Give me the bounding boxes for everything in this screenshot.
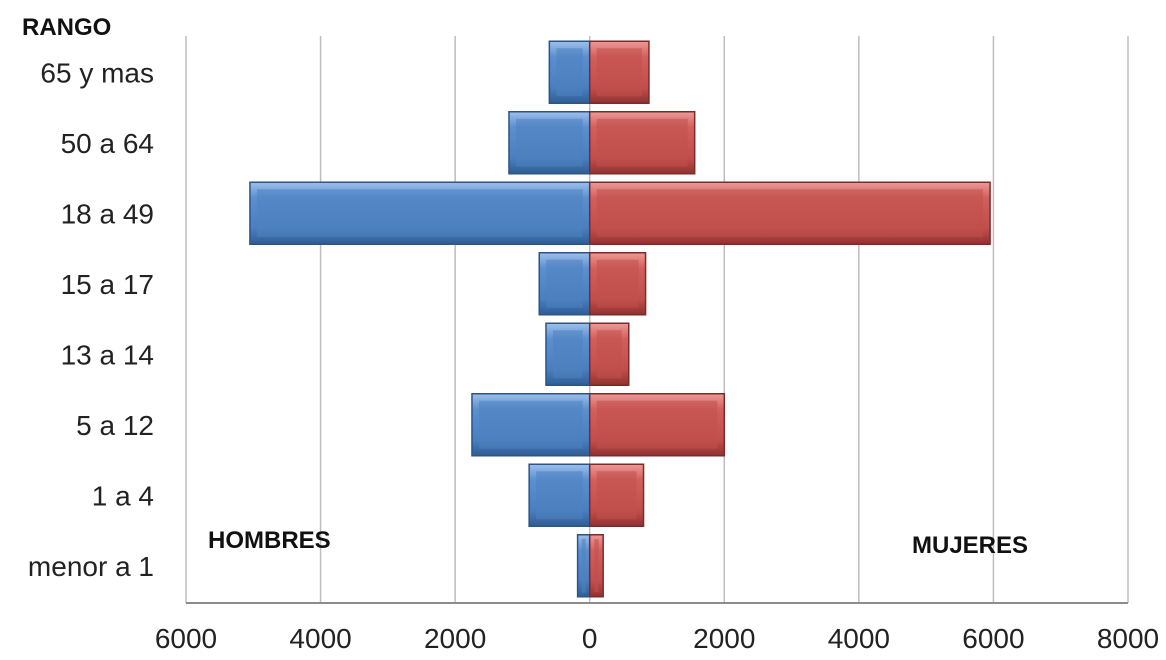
x-tick-label: 0 xyxy=(582,623,598,654)
x-tick-label: 2000 xyxy=(693,623,755,654)
category-label: 18 a 49 xyxy=(61,198,154,229)
category-header: RANGO xyxy=(22,14,111,41)
bar-mujeres-1 xyxy=(588,463,645,527)
bar-hombres-3 xyxy=(545,322,591,386)
x-tick-label: 6000 xyxy=(962,623,1024,654)
bar-mujeres-5 xyxy=(588,181,991,245)
category-label: 15 a 17 xyxy=(61,269,154,300)
bar-hombres-6 xyxy=(508,111,591,175)
category-labels: menor a 1 1 a 4 5 a 12 13 a 14 15 a 17 18 a 4… xyxy=(28,57,154,582)
bar-mujeres-6 xyxy=(588,111,696,175)
annotation-hombres: HOMBRES xyxy=(208,527,331,554)
category-label: 65 y mas xyxy=(40,57,154,88)
x-tick-label: 4000 xyxy=(828,623,890,654)
bar-hombres-2 xyxy=(471,393,591,457)
bar-hombres-5 xyxy=(249,181,591,245)
x-axis-tick-labels: 6000 4000 2000 0 2000 4000 6000 8000 xyxy=(155,623,1159,654)
bar-mujeres-4 xyxy=(588,252,647,316)
category-label: 50 a 64 xyxy=(61,128,154,159)
category-label: menor a 1 xyxy=(28,551,154,582)
bar-mujeres-2 xyxy=(588,393,726,457)
bar-hombres-7 xyxy=(548,40,591,104)
bar-hombres-0 xyxy=(576,534,591,598)
bars xyxy=(249,40,991,598)
bar-hombres-4 xyxy=(538,252,591,316)
annotation-mujeres: MUJERES xyxy=(912,532,1028,559)
category-label: 1 a 4 xyxy=(92,480,154,511)
bar-mujeres-7 xyxy=(588,40,650,104)
x-tick-label: 4000 xyxy=(289,623,351,654)
x-tick-label: 8000 xyxy=(1097,623,1159,654)
category-label: 13 a 14 xyxy=(61,339,154,370)
bar-mujeres-0 xyxy=(588,534,604,598)
x-tick-label: 2000 xyxy=(424,623,486,654)
x-tick-label: 6000 xyxy=(155,623,217,654)
bar-hombres-1 xyxy=(528,463,591,527)
category-label: 5 a 12 xyxy=(76,410,154,441)
bar-mujeres-3 xyxy=(588,322,630,386)
